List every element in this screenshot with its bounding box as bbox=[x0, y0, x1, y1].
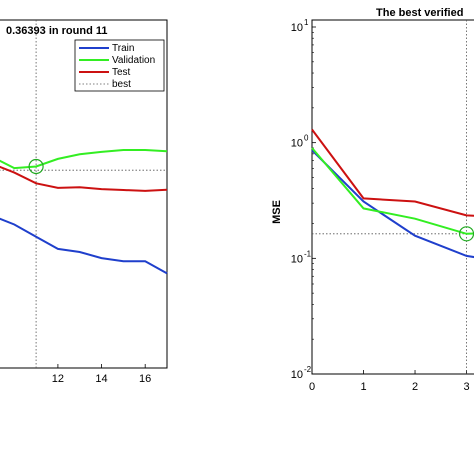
right-y-tick-exponent: 1 bbox=[304, 18, 309, 27]
right-plot-title: The best verified bbox=[376, 7, 463, 19]
right-series-validation bbox=[311, 147, 474, 235]
left-series-train bbox=[0, 217, 168, 275]
right-y-axis-label: MSE bbox=[271, 200, 283, 224]
right-x-tick-label: 2 bbox=[412, 381, 418, 393]
legend: Train Validation Test best bbox=[74, 39, 165, 92]
legend-box bbox=[74, 39, 165, 92]
left-series-group bbox=[0, 149, 168, 275]
right-y-tick-base: 10 bbox=[291, 253, 303, 265]
legend-label-test: Test bbox=[112, 67, 131, 78]
left-x-tick-label: 12 bbox=[52, 373, 64, 385]
left-series-test bbox=[0, 165, 168, 192]
best-marker bbox=[28, 158, 44, 175]
right-x-ticks: 0 1 2 3 bbox=[309, 370, 470, 393]
left-x-tick-label: 14 bbox=[95, 373, 107, 385]
right-series-test bbox=[311, 128, 474, 217]
left-x-ticks: 12 14 16 bbox=[52, 364, 151, 385]
right-y-tick-exponent: -2 bbox=[304, 365, 312, 374]
right-y-tick-base: 10 bbox=[291, 369, 303, 381]
left-series-validation bbox=[0, 149, 168, 170]
right-y-tick-exponent: -1 bbox=[304, 249, 312, 258]
right-x-tick-label: 3 bbox=[463, 381, 469, 393]
right-x-tick-label: 0 bbox=[309, 381, 315, 393]
left-plot-title: 0.36393 in round 11 bbox=[6, 25, 108, 37]
right-series-train bbox=[311, 149, 474, 259]
right-plot-frame bbox=[311, 19, 474, 375]
right-x-tick-label: 1 bbox=[360, 381, 366, 393]
right-series-group bbox=[311, 128, 474, 259]
legend-label-best: best bbox=[112, 79, 131, 90]
left-plot-frame bbox=[0, 19, 168, 369]
right-y-tick-base: 10 bbox=[291, 138, 303, 150]
right-y-tick-exponent: 0 bbox=[304, 134, 309, 143]
legend-label-train: Train bbox=[112, 43, 134, 54]
legend-label-validation: Validation bbox=[112, 55, 155, 66]
left-x-tick-label: 16 bbox=[139, 373, 151, 385]
left-plot-panel: 0.36393 in round 11 12 14 16 Train Validat… bbox=[0, 19, 168, 385]
right-y-tick-base: 10 bbox=[291, 22, 303, 34]
